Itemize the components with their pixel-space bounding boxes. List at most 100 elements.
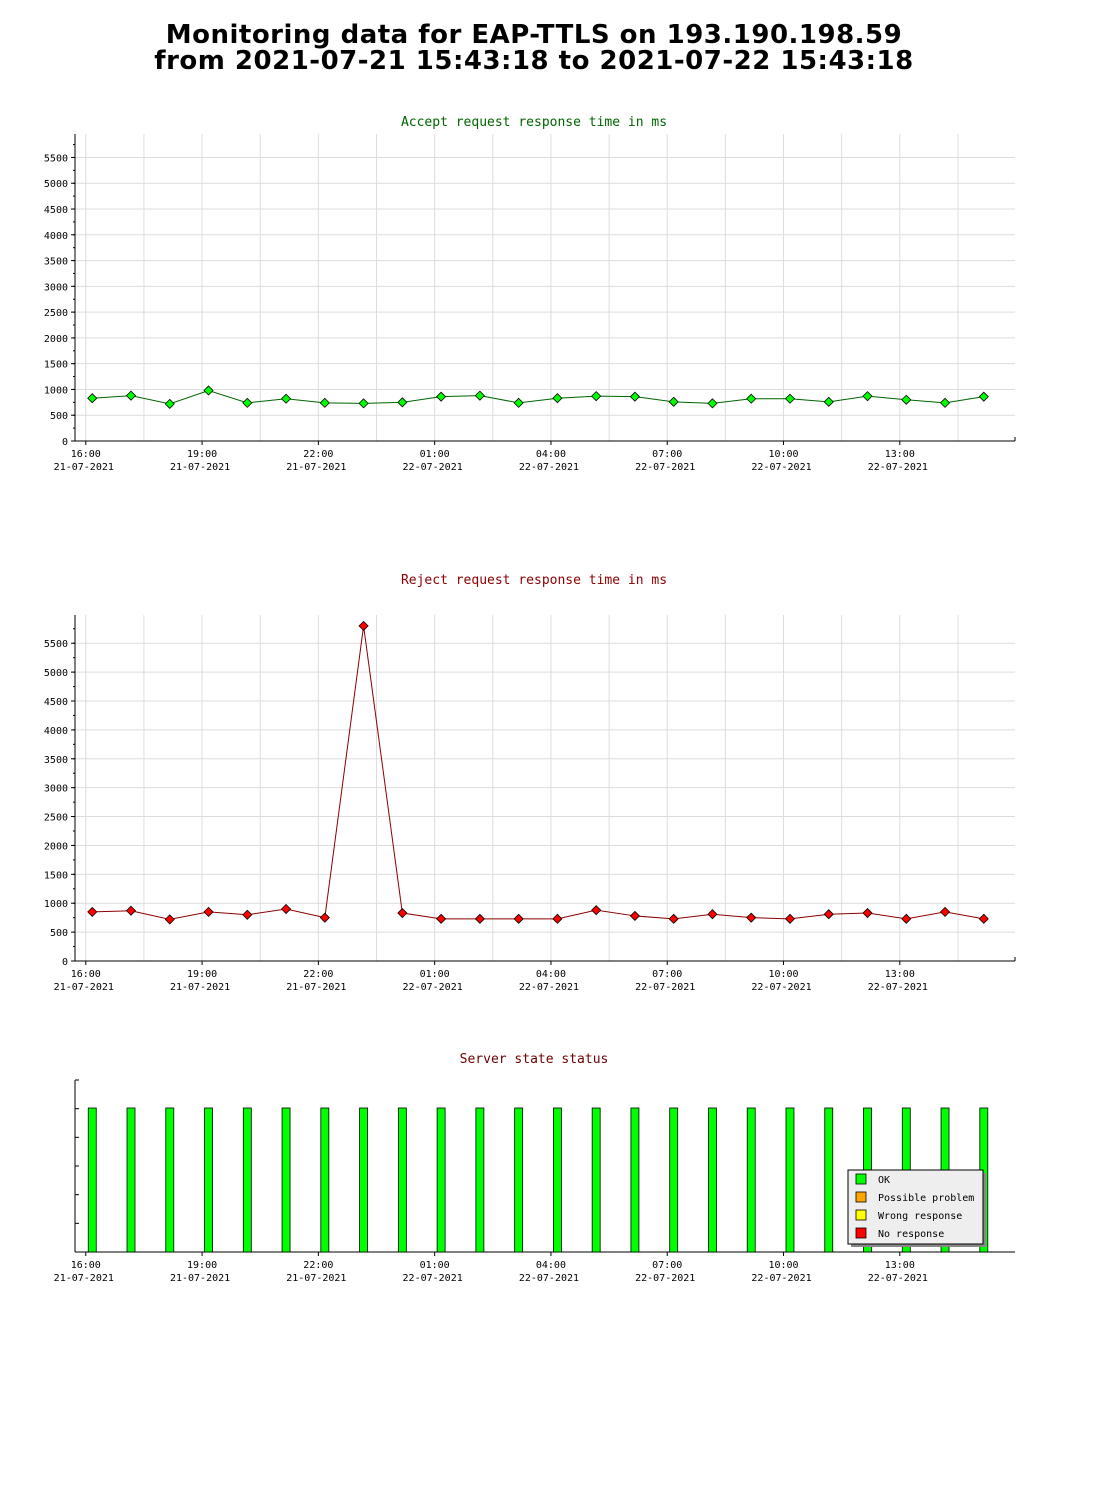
reject-y-tick-label: 4500 bbox=[44, 697, 68, 708]
reject-data-point bbox=[746, 912, 757, 923]
accept-data-point bbox=[280, 393, 292, 404]
accept-y-tick-label: 2500 bbox=[44, 308, 68, 319]
reject-x-tick-date: 21-07-2021 bbox=[170, 982, 230, 993]
accept-x-tick-date: 22-07-2021 bbox=[868, 462, 928, 473]
status-x-tick-date: 22-07-2021 bbox=[751, 1273, 811, 1284]
reject-x-tick-date: 22-07-2021 bbox=[868, 982, 928, 993]
accept-data-point bbox=[746, 393, 757, 404]
accept-data-point bbox=[823, 396, 834, 407]
reject-data-point bbox=[242, 909, 253, 920]
reject-data-point bbox=[125, 905, 137, 916]
reject-data-point bbox=[474, 913, 485, 924]
accept-series-line bbox=[92, 389, 984, 405]
accept-x-tick-time: 13:00 bbox=[885, 449, 915, 460]
reject-data-point bbox=[552, 913, 563, 924]
reject-y-tick-label: 5000 bbox=[44, 668, 68, 679]
legend-swatch bbox=[855, 1209, 867, 1221]
reject-x-tick-date: 22-07-2021 bbox=[519, 982, 579, 993]
accept-data-point bbox=[358, 398, 369, 409]
accept-y-tick-label: 3500 bbox=[44, 257, 68, 268]
reject-y-tick-label: 3500 bbox=[44, 755, 68, 766]
legend-swatch bbox=[855, 1227, 867, 1239]
accept-data-point bbox=[436, 391, 447, 402]
status-chart-title: Server state status bbox=[460, 1052, 609, 1067]
reject-data-point bbox=[591, 905, 602, 916]
reject-data-point bbox=[978, 913, 989, 924]
status-bar bbox=[708, 1107, 717, 1253]
status-bar bbox=[320, 1107, 330, 1253]
reject-y-tick-label: 0 bbox=[62, 957, 68, 968]
reject-series-line bbox=[92, 625, 984, 920]
accept-data-point bbox=[668, 396, 679, 407]
page-title: Monitoring data for EAP-TTLS on 193.190.… bbox=[0, 22, 1068, 74]
reject-y-tick-label: 5500 bbox=[44, 639, 68, 650]
accept-data-point bbox=[629, 391, 640, 402]
reject-y-tick-label: 500 bbox=[50, 928, 68, 939]
accept-y-tick-label: 5500 bbox=[44, 153, 68, 164]
legend-label: Possible problem bbox=[878, 1193, 974, 1204]
accept-data-point bbox=[125, 390, 137, 401]
status-bar bbox=[359, 1107, 368, 1253]
legend-label: OK bbox=[878, 1175, 890, 1186]
accept-x-tick-time: 19:00 bbox=[187, 449, 217, 460]
accept-data-point bbox=[707, 398, 718, 409]
reject-data-point bbox=[862, 907, 873, 919]
reject-x-tick-time: 07:00 bbox=[652, 969, 682, 980]
status-bar bbox=[630, 1107, 640, 1253]
page-title-line-1: Monitoring data for EAP-TTLS on 193.190.… bbox=[165, 20, 903, 50]
status-x-tick-date: 22-07-2021 bbox=[519, 1273, 579, 1284]
accept-data-point bbox=[591, 391, 602, 402]
status-x-tick-time: 01:00 bbox=[420, 1260, 450, 1271]
status-bar bbox=[87, 1107, 97, 1253]
reject-data-point bbox=[629, 910, 640, 921]
accept-data-point bbox=[862, 391, 873, 402]
status-bar bbox=[669, 1107, 679, 1253]
status-x-tick-time: 04:00 bbox=[536, 1260, 566, 1271]
reject-chart-title: Reject request response time in ms bbox=[401, 573, 667, 588]
reject-data-point bbox=[397, 907, 408, 919]
status-x-tick-date: 22-07-2021 bbox=[635, 1273, 695, 1284]
accept-x-tick-time: 16:00 bbox=[71, 449, 101, 460]
page-title-line-2: from 2021-07-21 15:43:18 to 2021-07-22 1… bbox=[154, 46, 914, 76]
status-x-tick-date: 21-07-2021 bbox=[286, 1273, 346, 1284]
legend-swatch bbox=[855, 1173, 867, 1185]
legend-box bbox=[847, 1169, 984, 1245]
reject-data-point bbox=[823, 909, 834, 920]
status-bar bbox=[436, 1107, 446, 1253]
status-bar bbox=[591, 1107, 601, 1253]
accept-x-tick-time: 07:00 bbox=[652, 449, 682, 460]
accept-y-tick-label: 500 bbox=[50, 411, 68, 422]
legend-swatch bbox=[855, 1191, 867, 1203]
reject-y-tick-label: 2000 bbox=[44, 841, 68, 852]
status-x-tick-time: 19:00 bbox=[187, 1260, 217, 1271]
accept-x-tick-date: 22-07-2021 bbox=[751, 462, 811, 473]
accept-y-tick-label: 5000 bbox=[44, 179, 68, 190]
status-x-tick-date: 22-07-2021 bbox=[403, 1273, 463, 1284]
accept-data-point bbox=[552, 393, 563, 404]
accept-data-point bbox=[901, 394, 912, 405]
status-bar bbox=[397, 1107, 407, 1253]
accept-data-point bbox=[319, 397, 330, 408]
reject-y-tick-label: 1500 bbox=[44, 870, 68, 881]
accept-y-tick-label: 4000 bbox=[44, 231, 68, 242]
status-x-tick-time: 22:00 bbox=[303, 1260, 333, 1271]
accept-x-tick-date: 22-07-2021 bbox=[403, 462, 463, 473]
status-x-tick-time: 13:00 bbox=[885, 1260, 915, 1271]
accept-y-tick-label: 3000 bbox=[44, 282, 68, 293]
reject-data-point bbox=[203, 906, 214, 917]
reject-data-point bbox=[87, 906, 98, 917]
status-bar bbox=[514, 1107, 524, 1253]
accept-x-tick-date: 22-07-2021 bbox=[519, 462, 579, 473]
status-bar bbox=[242, 1107, 252, 1253]
accept-data-point bbox=[203, 385, 214, 396]
status-bar bbox=[553, 1107, 562, 1253]
accept-y-tick-label: 4500 bbox=[44, 205, 68, 216]
reject-x-tick-time: 01:00 bbox=[420, 969, 450, 980]
reject-x-tick-time: 22:00 bbox=[303, 969, 333, 980]
accept-x-tick-time: 10:00 bbox=[768, 449, 798, 460]
accept-data-point bbox=[164, 398, 175, 409]
accept-y-tick-label: 0 bbox=[62, 437, 68, 448]
status-bar bbox=[785, 1107, 795, 1253]
reject-y-tick-label: 4000 bbox=[44, 726, 68, 737]
